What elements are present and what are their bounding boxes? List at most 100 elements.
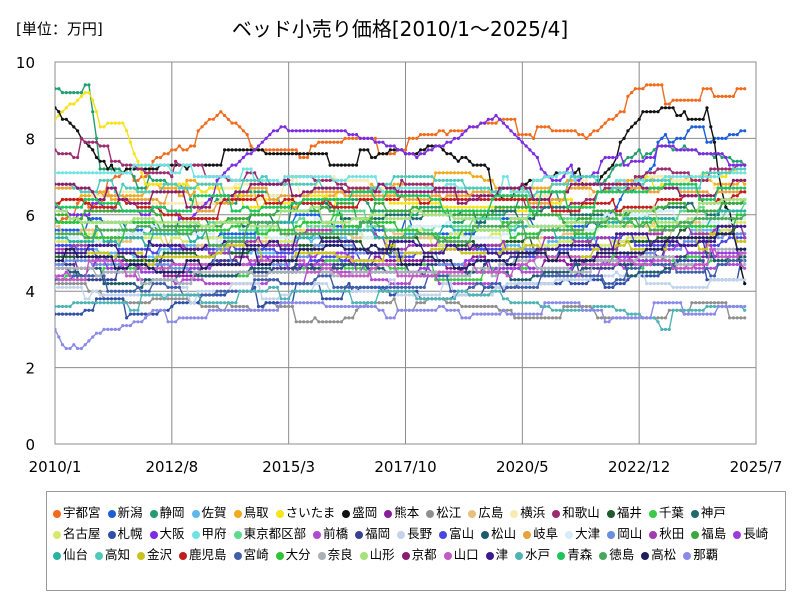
data-point bbox=[313, 224, 317, 228]
data-point bbox=[550, 282, 555, 286]
data-point bbox=[132, 247, 136, 251]
data-point bbox=[64, 171, 68, 175]
data-point bbox=[290, 236, 294, 240]
data-point bbox=[464, 293, 468, 297]
data-point bbox=[260, 266, 264, 270]
data-point bbox=[207, 232, 212, 236]
data-point bbox=[109, 282, 114, 286]
data-point bbox=[223, 175, 227, 179]
data-point bbox=[743, 171, 747, 175]
data-point bbox=[347, 282, 351, 286]
data-point bbox=[226, 148, 230, 152]
data-point bbox=[562, 129, 566, 133]
data-point bbox=[57, 239, 61, 244]
data-point bbox=[471, 255, 475, 259]
data-point bbox=[460, 278, 464, 282]
data-point bbox=[671, 205, 675, 209]
data-point bbox=[599, 175, 604, 179]
data-point bbox=[483, 163, 487, 167]
data-point bbox=[648, 83, 653, 87]
data-point bbox=[324, 236, 328, 240]
data-point bbox=[543, 175, 547, 179]
data-point bbox=[430, 144, 434, 148]
data-point bbox=[539, 282, 543, 286]
data-point bbox=[377, 228, 381, 232]
data-point bbox=[317, 190, 321, 194]
data-point bbox=[72, 270, 76, 274]
data-point bbox=[170, 175, 174, 179]
data-point bbox=[83, 140, 87, 144]
data-point bbox=[264, 228, 268, 232]
data-point bbox=[234, 186, 238, 190]
data-point bbox=[743, 129, 747, 133]
data-point bbox=[55, 205, 57, 209]
data-point bbox=[388, 144, 392, 148]
unit-label: [単位：万円] bbox=[16, 20, 103, 38]
data-point bbox=[113, 282, 117, 286]
data-point bbox=[731, 316, 736, 320]
data-point bbox=[245, 274, 249, 278]
data-point bbox=[569, 197, 573, 202]
data-point bbox=[332, 262, 336, 267]
data-point bbox=[411, 224, 415, 228]
data-point bbox=[249, 144, 253, 148]
data-point bbox=[140, 232, 144, 236]
data-point bbox=[249, 228, 253, 232]
data-point bbox=[471, 205, 475, 209]
data-point bbox=[256, 197, 261, 202]
data-point bbox=[64, 274, 68, 278]
data-point bbox=[724, 182, 728, 186]
data-point bbox=[245, 194, 249, 198]
chart-title: ベッド小売り価格[2010/1～2025/4] bbox=[231, 17, 569, 41]
data-point bbox=[91, 217, 95, 221]
data-point bbox=[162, 251, 166, 255]
data-point bbox=[468, 190, 472, 194]
data-point bbox=[667, 102, 671, 106]
data-point bbox=[339, 178, 343, 182]
data-point bbox=[339, 297, 343, 301]
data-point bbox=[426, 148, 430, 152]
data-point bbox=[298, 243, 302, 247]
data-point bbox=[675, 113, 679, 118]
data-point bbox=[200, 163, 204, 167]
data-point bbox=[283, 175, 287, 179]
data-point bbox=[207, 163, 212, 167]
data-point bbox=[211, 175, 215, 179]
data-point bbox=[211, 282, 215, 286]
data-point bbox=[200, 304, 204, 309]
data-point bbox=[728, 236, 732, 240]
data-point bbox=[354, 308, 359, 312]
data-point bbox=[275, 148, 279, 152]
data-point bbox=[490, 236, 494, 240]
data-point bbox=[694, 259, 698, 263]
data-point bbox=[128, 239, 132, 244]
data-point bbox=[513, 278, 517, 282]
data-point bbox=[140, 186, 144, 190]
data-point bbox=[569, 201, 573, 205]
data-point bbox=[660, 106, 664, 110]
data-point bbox=[566, 171, 570, 175]
data-point bbox=[566, 270, 570, 274]
data-point bbox=[189, 301, 193, 305]
data-point bbox=[166, 171, 170, 175]
data-point bbox=[577, 224, 581, 228]
data-point bbox=[294, 320, 298, 324]
data-point bbox=[83, 194, 87, 198]
data-point bbox=[486, 304, 490, 309]
data-point bbox=[709, 152, 713, 156]
data-point bbox=[615, 255, 619, 259]
data-point bbox=[543, 282, 547, 286]
data-point bbox=[230, 121, 234, 125]
data-point bbox=[313, 262, 317, 267]
data-point bbox=[731, 159, 736, 163]
data-point bbox=[87, 289, 91, 293]
data-point bbox=[347, 133, 351, 137]
data-point bbox=[305, 129, 310, 133]
data-point bbox=[584, 247, 589, 251]
data-point bbox=[328, 259, 332, 263]
data-point bbox=[682, 285, 687, 289]
data-point bbox=[513, 209, 517, 213]
data-point bbox=[76, 247, 80, 251]
data-point bbox=[305, 224, 310, 228]
data-point bbox=[128, 293, 132, 297]
